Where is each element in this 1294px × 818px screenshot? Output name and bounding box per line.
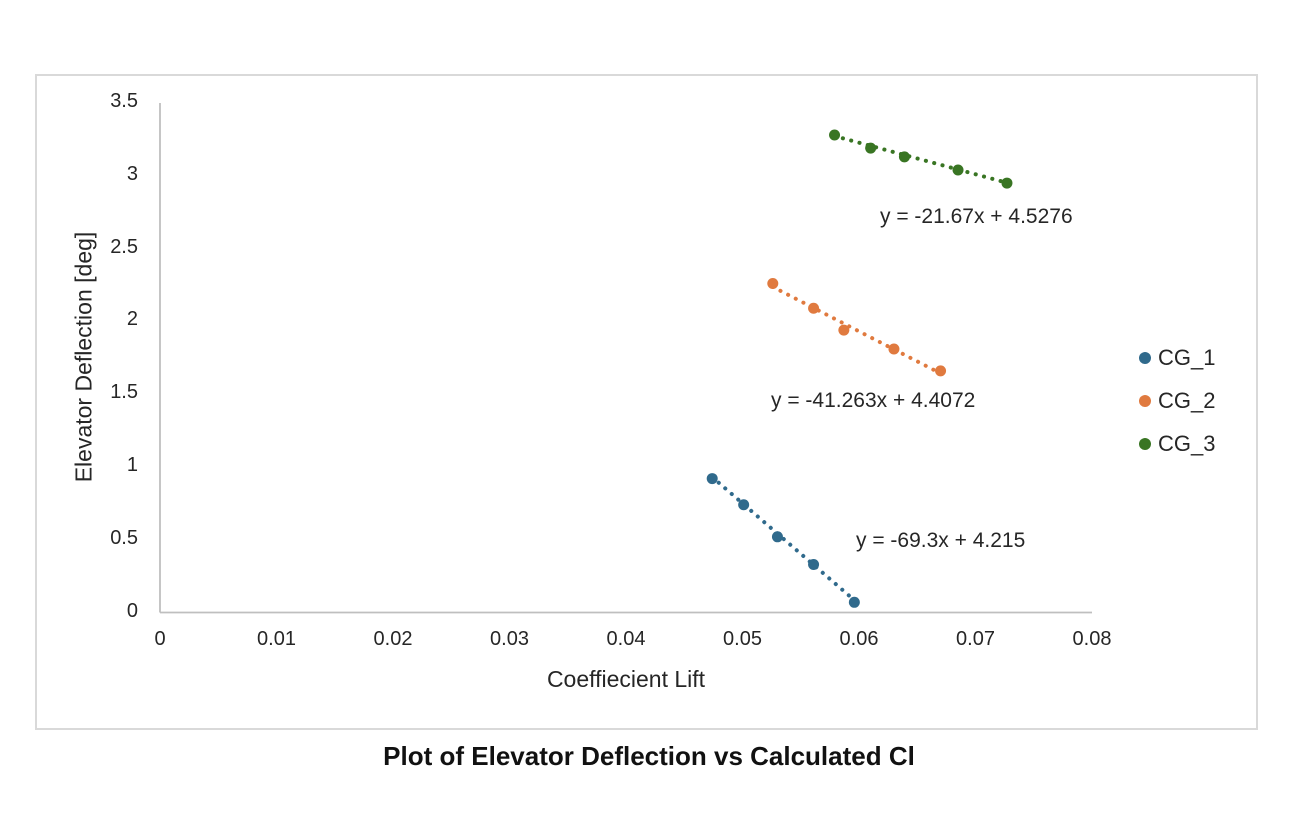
legend-label-cg2: CG_2: [1158, 388, 1216, 413]
trendline-cg_1: [710, 475, 857, 603]
y-tick-label: 2: [126, 308, 138, 331]
legend-marker-cg3-icon: [1139, 438, 1151, 450]
x-tick-label: 0.06: [839, 628, 879, 650]
trendline-cg_3: [832, 134, 1009, 185]
trendline-equation-cg3: y = -21.67x + 4.5276: [880, 205, 1073, 228]
legend-marker-cg2-icon: [1139, 395, 1151, 407]
trendline-equation-cg2: y = -41.263x + 4.4072: [771, 389, 976, 412]
x-tick-label: 0.04: [606, 628, 646, 650]
data-point-cg_2: [767, 278, 779, 290]
chart-title: Plot of Elevator Deflection vs Calculate…: [383, 741, 915, 771]
data-point-cg_1: [706, 473, 718, 485]
data-point-cg_2: [838, 324, 850, 336]
data-point-cg_1: [738, 499, 750, 511]
data-point-cg_3: [898, 151, 910, 163]
data-point-cg_3: [952, 164, 964, 176]
legend-label-cg3: CG_3: [1158, 431, 1216, 456]
x-tick-label: 0.01: [257, 628, 296, 650]
legend-item-cg3: CG_3: [1139, 431, 1216, 456]
y-tick-label: 1.5: [110, 381, 138, 404]
y-tick-label: 0.5: [110, 526, 138, 549]
trendline-equation-cg1: y = -69.3x + 4.215: [856, 529, 1026, 552]
data-point-cg_3: [865, 142, 877, 154]
y-tick-label: 2.5: [110, 235, 138, 258]
data-point-cg_1: [848, 596, 860, 608]
legend-item-cg2: CG_2: [1139, 388, 1216, 413]
y-tick-label: 0: [126, 599, 138, 622]
x-tick-label: 0.07: [956, 628, 995, 650]
x-tick-label: 0.08: [1072, 628, 1112, 650]
x-axis-title: Coeffiecient Lift: [546, 666, 706, 692]
x-tick-label: 0.05: [723, 628, 762, 650]
legend-label-cg1: CG_1: [1158, 345, 1216, 370]
data-point-cg_3: [829, 129, 841, 141]
data-point-cg_2: [888, 343, 900, 355]
chart-frame: [35, 74, 1258, 730]
x-tick-label: 0: [154, 628, 166, 650]
data-point-cg_2: [935, 365, 947, 377]
x-tick-label: 0.03: [490, 628, 529, 650]
data-point-cg_3: [1001, 177, 1013, 189]
legend-marker-cg1-icon: [1139, 352, 1151, 364]
legend-item-cg1: CG_1: [1139, 345, 1216, 370]
data-point-cg_1: [771, 531, 783, 543]
y-axis-title: Elevator Deflection [deg]: [70, 231, 97, 483]
legend: CG_1 CG_2 CG_3: [1139, 345, 1216, 456]
x-tick-label: 0.02: [373, 628, 413, 650]
y-tick-label: 1: [126, 453, 138, 476]
data-point-cg_2: [808, 302, 820, 314]
data-point-cg_1: [808, 558, 820, 570]
y-tick-label: 3: [126, 162, 138, 185]
y-tick-label: 3.5: [110, 90, 138, 112]
trendline-cg_2: [770, 284, 943, 376]
